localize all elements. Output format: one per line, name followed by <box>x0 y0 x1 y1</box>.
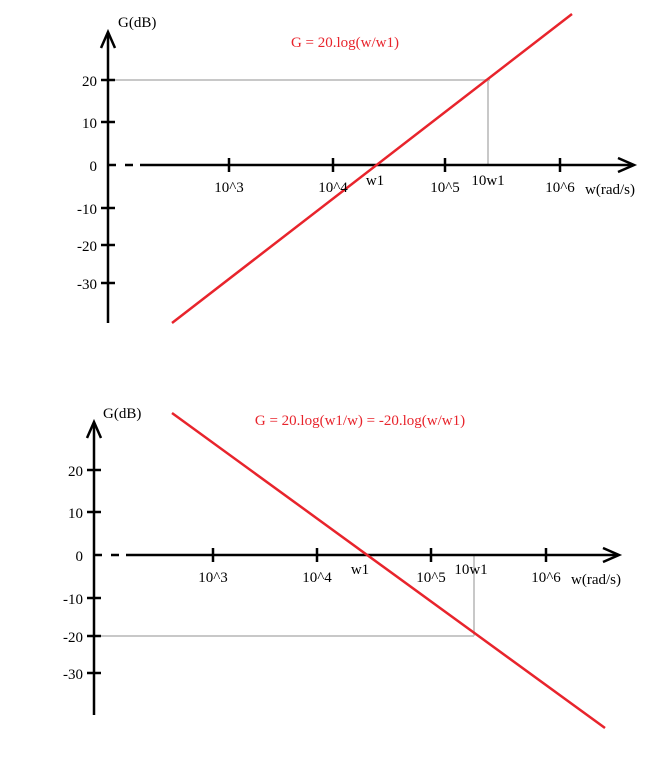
y-tick-label: -10 <box>63 592 83 608</box>
y-tick-label: 10 <box>68 506 83 522</box>
y-label: G(dB) <box>103 406 141 422</box>
x-tick-labels: 10^3 10^4 10^5 10^6 <box>214 180 575 196</box>
x-tick-label: 10^3 <box>214 180 244 196</box>
y-arrow <box>99 28 117 49</box>
ten-w1-label: 10w1 <box>454 562 487 578</box>
x-ticks <box>227 158 562 172</box>
gain-line <box>171 411 606 730</box>
x-tick-labels: 10^3 10^4 10^5 10^6 <box>198 570 561 586</box>
x-tick-label: 10^4 <box>318 180 348 196</box>
x-label: w(rad/s) <box>571 572 621 588</box>
x-ticks <box>211 548 548 562</box>
y-tick-label: 20 <box>82 74 97 90</box>
x-label: w(rad/s) <box>585 182 635 198</box>
x-tick-label: 10^4 <box>302 570 332 586</box>
y-tick-label: 10 <box>82 116 97 132</box>
y-tick-labels: 20 10 0 -10 -20 -30 <box>63 464 83 683</box>
y-tick-labels: 20 10 0 -10 -20 -30 <box>77 74 97 293</box>
x-tick-label: 10^6 <box>545 180 575 196</box>
y-ticks <box>101 78 115 285</box>
gain-line <box>171 13 573 324</box>
y-tick-label: -30 <box>77 277 97 293</box>
y-tick-label: 20 <box>68 464 83 480</box>
y-tick-label: -20 <box>63 630 83 646</box>
y-ticks <box>87 468 101 675</box>
plot-1: G(dB) G = 20.log(w/w1) 20 10 0 -10 -20 -… <box>77 13 638 324</box>
y-tick-label: 0 <box>76 549 84 565</box>
y-tick-label: -10 <box>77 202 97 218</box>
x-tick-label: 10^6 <box>531 570 561 586</box>
y-tick-label: -30 <box>63 667 83 683</box>
y-tick-label: -20 <box>77 239 97 255</box>
x-tick-label: 10^3 <box>198 570 228 586</box>
x-arrow <box>617 156 638 174</box>
ten-w1-label: 10w1 <box>471 173 504 189</box>
x-tick-label: 10^5 <box>430 180 460 196</box>
y-tick-label: 0 <box>90 159 98 175</box>
formula: G = 20.log(w1/w) = -20.log(w/w1) <box>255 413 465 429</box>
x-tick-label: 10^5 <box>416 570 446 586</box>
plot-2: G(dB) G = 20.log(w1/w) = -20.log(w/w1) 2… <box>63 406 623 730</box>
y-label: G(dB) <box>118 15 156 31</box>
x-arrow <box>602 546 623 564</box>
w1-label: w1 <box>351 562 369 578</box>
formula: G = 20.log(w/w1) <box>291 35 399 51</box>
y-arrow <box>85 418 103 439</box>
w1-label: w1 <box>366 173 384 189</box>
